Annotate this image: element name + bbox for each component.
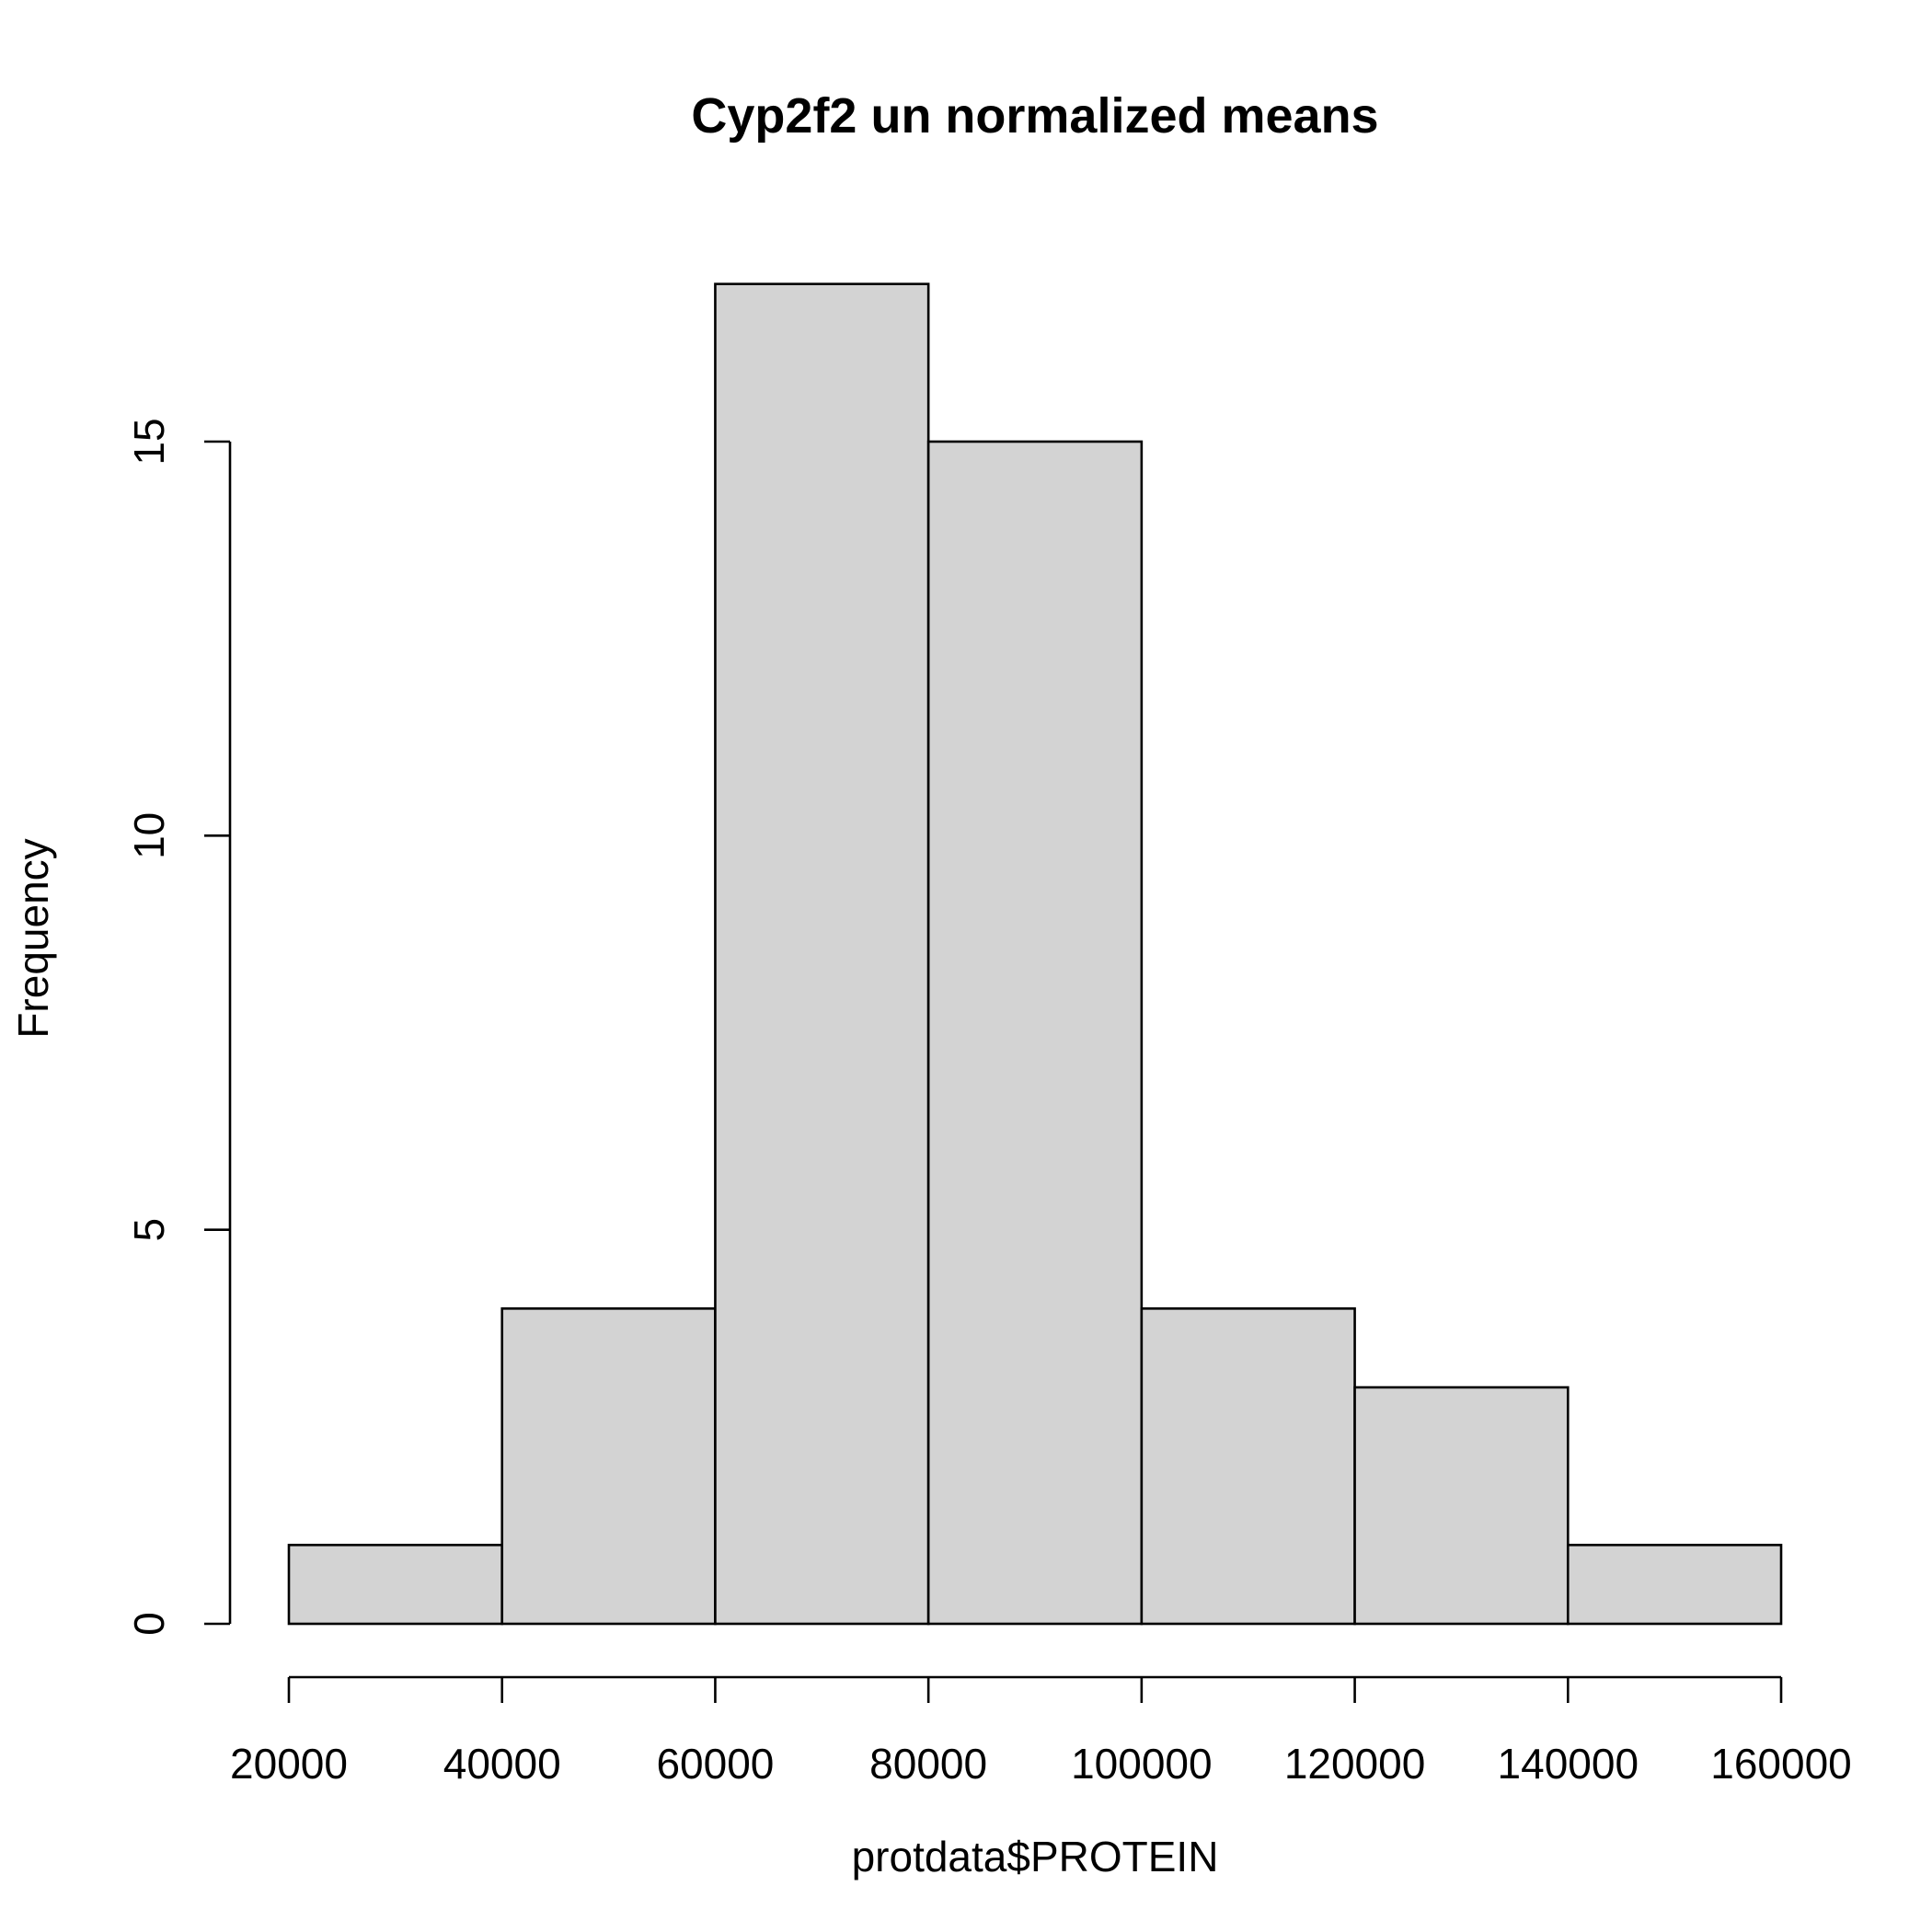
x-axis-label: protdata$PROTEIN	[852, 1833, 1219, 1880]
x-tick-label: 100000	[1071, 1740, 1213, 1788]
histogram-bar	[287, 1544, 504, 1626]
histogram-bar	[1566, 1544, 1783, 1626]
bars-group	[287, 282, 1783, 1626]
y-tick-label: 5	[125, 1218, 173, 1242]
x-tick-label: 140000	[1498, 1740, 1639, 1788]
chart-title: Cyp2f2 un normalized means	[691, 88, 1378, 144]
x-tick-label: 160000	[1710, 1740, 1852, 1788]
histogram-bar	[1353, 1386, 1570, 1626]
histogram-bar	[1140, 1307, 1356, 1626]
y-axis-label: Frequency	[9, 838, 57, 1038]
y-axis: 0 5 10 15	[125, 418, 232, 1636]
x-tick-label: 80000	[869, 1740, 987, 1788]
x-tick-label: 120000	[1284, 1740, 1426, 1788]
x-tick-label: 60000	[656, 1740, 774, 1788]
histogram-bar	[714, 282, 930, 1626]
x-tick-label: 20000	[230, 1740, 348, 1788]
x-tick-label: 40000	[443, 1740, 561, 1788]
y-tick-label: 10	[125, 812, 173, 859]
x-axis: 20000 40000 60000 80000 100000 120000 140000 16…	[230, 1675, 1852, 1788]
y-tick-label: 15	[125, 418, 173, 465]
y-tick-label: 0	[125, 1612, 173, 1636]
histogram-bar	[500, 1307, 717, 1626]
histogram-bar	[926, 440, 1144, 1626]
